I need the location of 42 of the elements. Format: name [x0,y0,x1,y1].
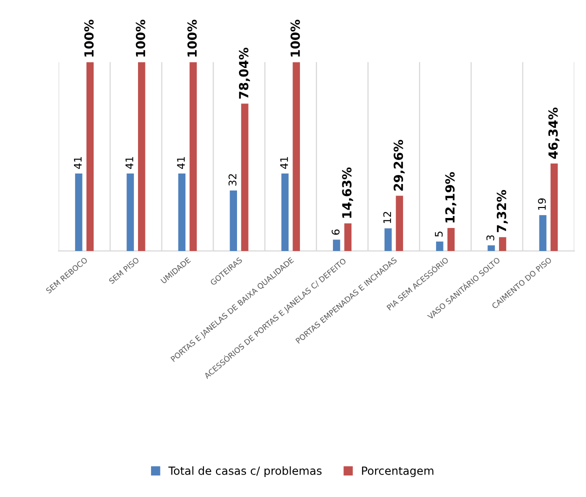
bar [86,62,94,251]
bar [396,196,404,251]
data-label: 100% [136,20,146,57]
data-label: 32 [228,174,236,186]
data-label: 19 [538,198,546,210]
data-label: 5 [434,232,443,237]
data-label: 14,63% [342,168,354,218]
data-label: 100% [84,20,94,57]
bar [281,174,289,251]
data-label: 46,34% [548,108,560,159]
bar [178,174,186,251]
data-label: 29,26% [394,140,405,191]
data-label: 7,32% [496,190,508,232]
data-label: 41 [177,157,185,169]
data-label: 100% [290,20,300,57]
data-label: 12,19% [445,172,456,222]
legend-label: Total de casas c/ problemas [168,466,322,478]
bar [292,62,300,251]
bar [436,242,444,251]
data-label: 41 [280,157,288,169]
bar [498,237,506,251]
bar [138,62,146,251]
data-label: 6 [332,230,340,235]
data-label: 41 [74,157,82,169]
bar [190,62,197,251]
data-label: 41 [126,157,134,169]
data-label: 3 [486,235,494,240]
legend-label: Porcentagem [362,466,434,478]
bar [447,228,455,251]
bar [488,245,495,251]
bar [539,215,546,251]
bar [241,104,248,251]
bar [332,240,340,251]
data-label: 12 [383,212,391,224]
bar [550,163,558,251]
bar [75,174,82,251]
data-label: 100% [187,20,197,57]
bar [230,190,238,251]
bar [384,228,392,251]
bar [126,174,134,251]
data-label: 78,04% [238,48,250,99]
bar [344,223,352,251]
